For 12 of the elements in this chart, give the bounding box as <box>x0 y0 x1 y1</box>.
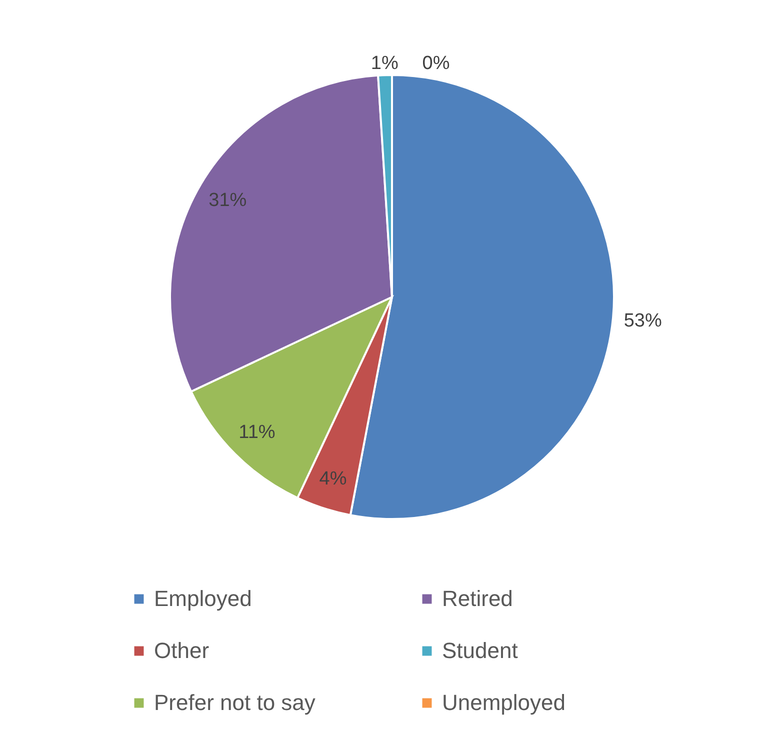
legend-label: Student <box>442 638 518 663</box>
legend-label: Employed <box>154 586 252 611</box>
data-label: 11% <box>238 422 276 443</box>
legend-label: Other <box>154 638 210 663</box>
data-label: 1% <box>370 53 398 74</box>
data-label: 4% <box>319 468 347 490</box>
legend-label: Unemployed <box>442 690 566 715</box>
data-label: 53% <box>624 310 662 332</box>
text: 0% <box>422 53 450 74</box>
legend-label: Retired <box>442 586 513 611</box>
legend-label: Prefer not to say <box>154 690 316 715</box>
data-label: 31% <box>208 190 247 211</box>
